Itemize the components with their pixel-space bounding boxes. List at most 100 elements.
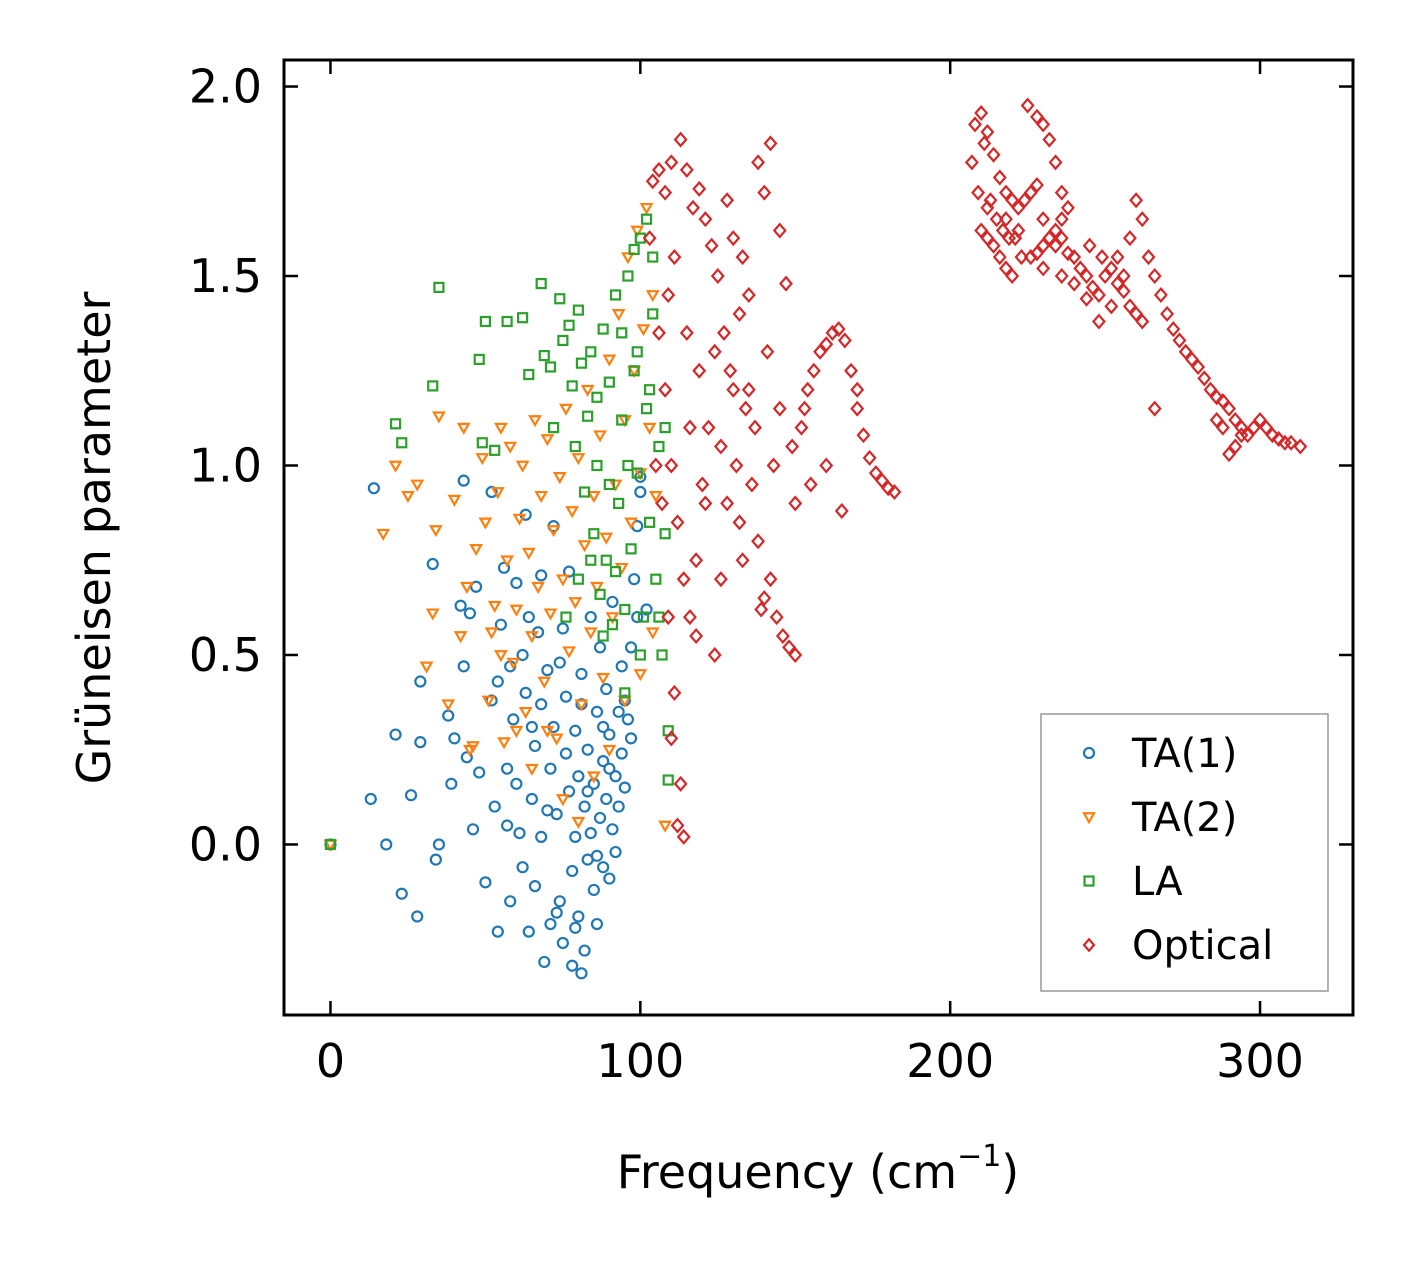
data-point — [553, 895, 566, 908]
data-point — [1020, 97, 1035, 114]
data-point — [710, 268, 725, 285]
data-point — [653, 440, 665, 453]
data-point — [679, 324, 694, 341]
data-point — [837, 332, 852, 349]
y-tick-label: 0.0 — [189, 817, 262, 871]
data-point — [510, 576, 523, 590]
data-point — [534, 490, 549, 504]
data-point — [1197, 370, 1212, 387]
data-point — [974, 105, 989, 122]
data-point — [744, 476, 759, 493]
data-point — [676, 828, 691, 845]
data-point — [572, 770, 585, 783]
data-point — [785, 438, 800, 455]
data-point — [1135, 211, 1150, 228]
data-point — [1191, 358, 1206, 375]
data-point — [500, 762, 514, 775]
data-point — [1082, 237, 1097, 254]
data-point — [559, 690, 573, 703]
data-point — [1284, 434, 1298, 451]
data-point — [619, 687, 631, 699]
data-point — [648, 490, 663, 504]
data-point — [516, 861, 529, 874]
data-point — [612, 705, 625, 718]
data-point — [504, 895, 517, 908]
data-point — [1036, 260, 1051, 277]
data-point — [1060, 199, 1075, 216]
data-point — [522, 610, 535, 624]
data-point — [631, 467, 643, 479]
data-point — [555, 794, 570, 807]
data-point — [1153, 286, 1168, 303]
data-point — [670, 817, 685, 834]
data-point — [689, 552, 704, 569]
plot-frame — [282, 58, 1355, 1017]
data-point — [606, 823, 619, 836]
data-point — [779, 275, 793, 292]
data-point — [591, 459, 603, 472]
data-point — [1054, 268, 1069, 285]
data-point — [593, 641, 607, 654]
data-point — [624, 641, 638, 654]
data-point — [524, 763, 539, 776]
data-point — [501, 315, 513, 328]
data-point — [603, 478, 615, 491]
legend: TA(1) TA(2) LA Optical — [1040, 713, 1329, 992]
data-point — [1005, 192, 1020, 209]
data-point — [569, 830, 582, 843]
data-point — [525, 792, 538, 806]
data-point — [540, 434, 555, 447]
data-point — [648, 457, 663, 474]
data-point — [535, 830, 548, 843]
data-point — [487, 600, 502, 613]
data-point — [1029, 177, 1044, 194]
data-point — [490, 487, 505, 500]
data-point — [484, 627, 499, 640]
data-point — [726, 381, 741, 398]
series-ta-1 — [324, 470, 653, 980]
data-point — [1228, 412, 1243, 429]
data-point — [457, 474, 470, 487]
data-point — [559, 403, 573, 416]
data-point — [999, 211, 1013, 228]
x-axis-title-superscript: −1 — [957, 1139, 1001, 1174]
data-point — [612, 800, 625, 813]
data-point — [1104, 298, 1119, 315]
data-point — [1029, 245, 1044, 262]
data-point — [588, 528, 600, 540]
legend-entry: LA — [1083, 859, 1183, 905]
data-point — [470, 580, 483, 593]
data-point — [513, 826, 526, 840]
data-point — [819, 336, 834, 353]
data-point — [389, 418, 402, 430]
data-point — [1222, 400, 1237, 417]
data-point — [580, 384, 595, 397]
data-point — [401, 490, 415, 504]
data-point — [1234, 427, 1249, 444]
data-point — [980, 124, 995, 141]
data-point — [528, 739, 542, 753]
legend-marker — [1083, 875, 1095, 887]
y-tick-label: 2.0 — [189, 60, 262, 114]
data-point — [974, 222, 989, 239]
data-point — [609, 566, 622, 578]
data-point — [1147, 400, 1162, 417]
x-tick-label: 300 — [1216, 1034, 1304, 1088]
data-point — [615, 747, 628, 760]
data-point — [1036, 116, 1051, 133]
data-point — [655, 495, 669, 512]
data-point — [525, 720, 538, 734]
data-point — [735, 552, 750, 569]
data-point — [522, 925, 535, 938]
data-point — [656, 649, 668, 661]
data-point — [618, 781, 631, 794]
data-point — [582, 410, 594, 422]
data-point — [631, 346, 643, 358]
data-point — [1054, 184, 1069, 201]
data-point — [735, 249, 750, 266]
data-point — [1147, 268, 1162, 285]
data-point — [473, 766, 486, 779]
data-point — [447, 494, 462, 507]
axis-ticks — [284, 60, 1353, 1015]
data-point — [628, 243, 640, 256]
